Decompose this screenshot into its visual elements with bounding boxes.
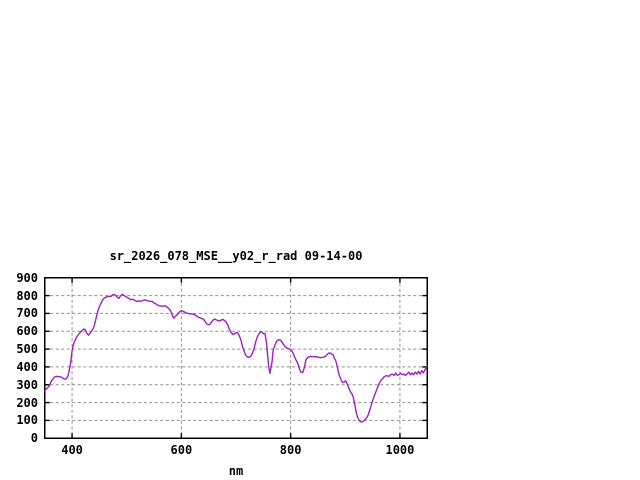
y-tick-label: 100 [16, 413, 38, 428]
y-tick-label: 700 [16, 306, 38, 321]
data-line [44, 293, 428, 423]
y-tick-label: 400 [16, 359, 38, 374]
y-tick-label: 200 [16, 395, 38, 410]
x-tick-label: 1000 [385, 443, 415, 457]
y-tick-label: 800 [16, 288, 38, 303]
x-tick-label: 600 [170, 443, 193, 457]
y-tick-label: 900 [16, 270, 38, 285]
plot-border [44, 277, 428, 439]
y-tick-label: 0 [30, 431, 38, 446]
chart-title: sr_2026_078_MSE__y02_r_rad 09-14-00 [109, 249, 363, 263]
grid-lines [44, 277, 428, 439]
y-tick-label: 300 [16, 377, 38, 392]
y-tick-label: 600 [16, 324, 38, 339]
x-axis-label: nm [228, 464, 244, 478]
y-tick-label: 500 [16, 342, 38, 357]
x-tick-label: 800 [279, 443, 302, 457]
x-tick-label: 400 [61, 443, 83, 457]
plot-area [44, 277, 428, 439]
